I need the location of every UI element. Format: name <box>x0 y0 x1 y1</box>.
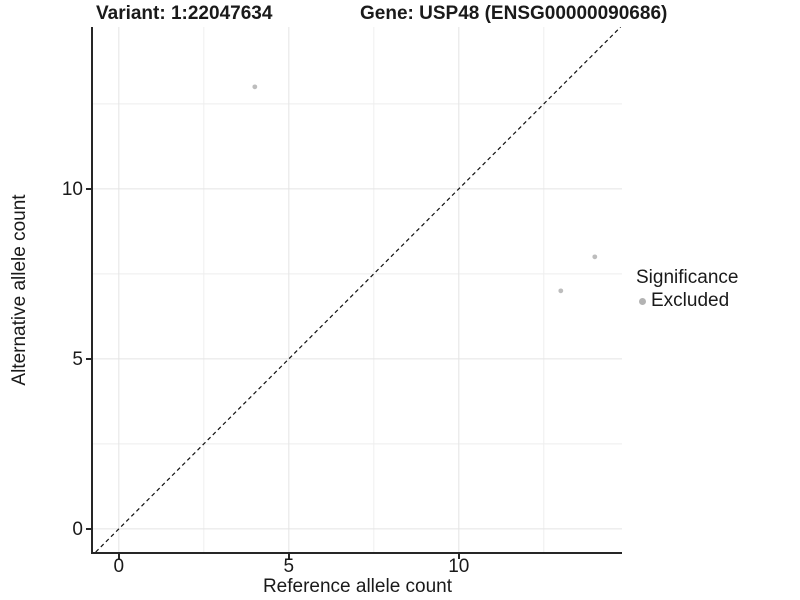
legend-point-icon <box>639 297 646 305</box>
x-axis-tick <box>287 554 290 559</box>
y-axis-tick <box>86 527 91 530</box>
identity-line <box>95 27 622 552</box>
plot-canvas <box>93 27 622 552</box>
y-axis-tick-label: 5 <box>72 348 83 370</box>
plot-title-variant: Variant: 1:22047634 <box>96 3 273 24</box>
legend-item-excluded: Excluded <box>636 290 738 312</box>
y-axis-tick-label: 10 <box>61 178 83 200</box>
data-point <box>592 254 598 260</box>
plot-title-gene: Gene: USP48 (ENSG00000090686) <box>360 3 668 24</box>
plot-panel <box>91 27 622 554</box>
x-axis-tick-label: 5 <box>283 556 295 577</box>
x-axis-tick-label: 0 <box>113 556 125 577</box>
x-axis-tick <box>117 554 120 559</box>
x-axis-tick-label: 10 <box>448 556 470 577</box>
legend-title: Significance <box>636 267 739 288</box>
y-axis-title: Alternative allele count <box>9 194 30 386</box>
legend: Significance Excluded <box>636 267 738 312</box>
x-axis-tick <box>457 554 460 559</box>
y-axis-tick <box>86 357 91 360</box>
data-point <box>252 84 258 90</box>
x-axis-title: Reference allele count <box>262 576 453 597</box>
y-axis-tick-label: 0 <box>72 518 83 540</box>
data-point <box>558 288 564 294</box>
legend-item-label: Excluded <box>651 290 730 311</box>
y-axis-tick <box>86 187 91 190</box>
